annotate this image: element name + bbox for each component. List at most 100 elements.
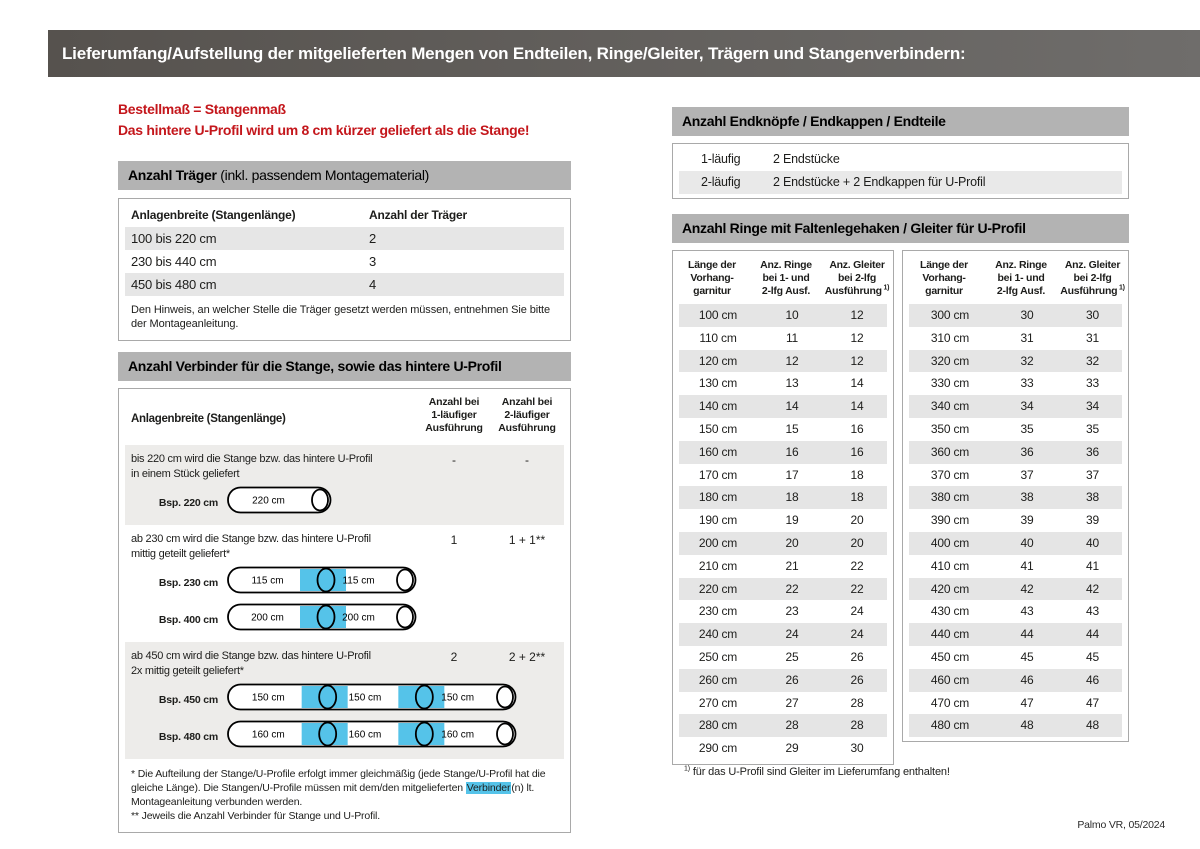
column-header: Anzahl bei 1-läufiger Ausführung bbox=[409, 396, 499, 435]
cell-laenge: 240 cm bbox=[698, 627, 738, 642]
section-title-rest: (inkl. passendem Montagematerial) bbox=[216, 167, 430, 183]
cell-anz-gleiter: 16 bbox=[850, 421, 864, 436]
cell-laenge: 290 cm bbox=[698, 741, 738, 756]
example-rod: Bsp. 450 cm 150 cm 150 cm 150 cm bbox=[131, 683, 558, 716]
table-row: 480 cm 48 48 bbox=[909, 714, 1122, 738]
footnote-marker: 1) bbox=[881, 284, 890, 292]
column-header-line: Länge der bbox=[688, 259, 736, 271]
column-header: Anz. Ringe bei 1- und 2-lfg Ausf. bbox=[985, 259, 1057, 298]
cell-laenge: 420 cm bbox=[930, 581, 970, 596]
connector-highlight bbox=[300, 569, 346, 591]
cell-laufig: 1-läufig bbox=[701, 152, 741, 166]
footnote-text: (n) lt. Montageanleitung verbunden werde… bbox=[131, 782, 535, 808]
cell-anz-gleiter: 48 bbox=[1086, 718, 1099, 733]
cell-anz-ringe: 44 bbox=[1020, 627, 1034, 642]
page-title: Lieferumfang/Aufstellung der mitgeliefer… bbox=[62, 44, 966, 63]
column-header-line: bei 2-lfg bbox=[837, 272, 876, 284]
cell-anzahl-traeger: 4 bbox=[369, 277, 377, 292]
column-header-line: Anz. Ringe bbox=[760, 259, 812, 271]
table-row: 190 cm 19 20 bbox=[679, 509, 887, 532]
cell-anz-gleiter: 26 bbox=[850, 649, 864, 664]
cell-laenge: 350 cm bbox=[930, 421, 970, 436]
cell-laenge: 370 cm bbox=[930, 467, 970, 482]
rod-diagram: 160 cm 160 cm 160 cm bbox=[227, 720, 517, 748]
row-text-line: ab 230 cm wird die Stange bzw. das hinte… bbox=[131, 533, 371, 545]
cell-laufig: 2-läufig bbox=[701, 175, 741, 189]
cell-anz-gleiter: 35 bbox=[1086, 421, 1099, 436]
cell-anlagenbreite: 450 bis 480 cm bbox=[131, 277, 217, 292]
section-header-endteile: Anzahl Endknöpfe / Endkappen / Endteile bbox=[672, 107, 1129, 136]
svg-text:160 cm: 160 cm bbox=[349, 730, 382, 741]
cell-anz-ringe: 10 bbox=[785, 308, 799, 322]
footnote-text: * Die Aufteilung der Stange/U-Profile er… bbox=[131, 768, 546, 794]
section-title-bold: Anzahl Ringe mit Faltenlegehaken / Gleit… bbox=[682, 220, 1026, 236]
section-title-bold: Anzahl Träger bbox=[128, 167, 217, 183]
cell-laenge: 390 cm bbox=[930, 513, 970, 528]
rod-diagram: 200 cm 200 cm bbox=[227, 603, 417, 631]
connector-highlight bbox=[398, 723, 445, 745]
table-row: 450 cm 45 45 bbox=[909, 646, 1122, 669]
cell-laenge: 260 cm bbox=[698, 672, 738, 687]
cell-anz-ringe: 12 bbox=[785, 353, 799, 368]
table-row: 260 cm 26 26 bbox=[679, 668, 887, 692]
cell-anlagenbreite: 230 bis 440 cm bbox=[131, 254, 217, 269]
column-header-line: Anzahl bei bbox=[501, 396, 553, 408]
column-header: Anlagenbreite (Stangenlänge) bbox=[131, 413, 286, 425]
cell-laenge: 110 cm bbox=[699, 330, 737, 345]
cell-laenge: 320 cm bbox=[930, 353, 970, 368]
column-header: Länge der Vorhang-garnitur bbox=[903, 259, 985, 298]
table-row: 130 cm 13 14 bbox=[679, 372, 887, 395]
cell-anz-ringe: 32 bbox=[1020, 353, 1034, 368]
cell-anzahl-2laufig: 1 + 1** bbox=[508, 533, 546, 547]
cell-laenge: 190 cm bbox=[698, 513, 738, 528]
cell-laenge: 450 cm bbox=[930, 649, 970, 664]
table-row: 370 cm 37 37 bbox=[909, 464, 1122, 487]
cell-anz-gleiter: 18 bbox=[850, 490, 864, 505]
cell-anzahl-2laufig: 2 + 2** bbox=[508, 650, 546, 664]
cell-anz-gleiter: 30 bbox=[850, 741, 864, 756]
ringe-table-header: Länge der Vorhang-garnitur Anz. Ringe bei 1… bbox=[673, 251, 893, 304]
section-title-bold: Anzahl Verbinder für die Stange, sowie d… bbox=[128, 358, 502, 374]
rod-svg-holder: 115 cm 115 cm bbox=[227, 566, 417, 599]
column-header: Anzahl bei 2-läufiger Ausführung bbox=[482, 396, 572, 435]
cell-anz-gleiter: 45 bbox=[1086, 649, 1099, 664]
rod-svg-holder: 160 cm 160 cm 160 cm bbox=[227, 720, 517, 753]
cell-anz-ringe: 20 bbox=[785, 535, 799, 550]
footnote-text: ** Jeweils die Anzahl Verbinder für Stan… bbox=[131, 810, 380, 822]
table-row: ab 230 cm wird die Stange bzw. das hinte… bbox=[125, 525, 564, 642]
table-row: 340 cm 34 34 bbox=[909, 395, 1122, 418]
ringe-footnote: 1) für das U-Profil sind Gleiter im Lief… bbox=[684, 765, 950, 778]
cell-anz-gleiter: 32 bbox=[1086, 353, 1099, 368]
cell-anz-ringe: 16 bbox=[785, 444, 799, 459]
row-text-line: in einem Stück geliefert bbox=[131, 468, 240, 480]
example-rod: Bsp. 220 cm 220 cm bbox=[131, 486, 558, 519]
cell-anz-ringe: 21 bbox=[785, 558, 799, 573]
cell-anz-gleiter: 41 bbox=[1086, 558, 1099, 573]
section-header-ringe: Anzahl Ringe mit Faltenlegehaken / Gleit… bbox=[672, 214, 1129, 243]
cell-anz-ringe: 47 bbox=[1020, 695, 1034, 710]
table-row: 430 cm 43 43 bbox=[909, 600, 1122, 623]
cell-laenge: 430 cm bbox=[930, 604, 970, 619]
table-row: 310 cm 31 31 bbox=[909, 327, 1122, 350]
intro-line1: Bestellmaß = Stangenmaß bbox=[118, 101, 286, 117]
rod-end-cap bbox=[396, 568, 414, 592]
cell-laenge: 460 cm bbox=[930, 672, 970, 687]
svg-text:220 cm: 220 cm bbox=[252, 496, 285, 507]
cell-anz-ringe: 30 bbox=[1020, 308, 1034, 322]
cell-anz-ringe: 31 bbox=[1020, 330, 1034, 345]
cell-anlagenbreite: 100 bis 220 cm bbox=[131, 231, 217, 246]
cell-laenge: 230 cm bbox=[698, 604, 738, 619]
column-header-line: Anz. Gleiter bbox=[829, 259, 885, 271]
column-header-line: Vorhang- bbox=[922, 272, 966, 284]
cell-anz-gleiter: 46 bbox=[1086, 672, 1099, 687]
footnote-marker: 1) bbox=[1117, 284, 1125, 292]
rod-end-cap bbox=[396, 605, 414, 629]
connector-highlight bbox=[398, 686, 445, 708]
table-row: 350 cm 35 35 bbox=[909, 418, 1122, 441]
section-header-verbinder: Anzahl Verbinder für die Stange, sowie d… bbox=[118, 352, 571, 381]
cell-anz-ringe: 46 bbox=[1020, 672, 1034, 687]
cell-anz-gleiter: 47 bbox=[1086, 695, 1099, 710]
connector-highlight bbox=[301, 723, 348, 745]
cell-laenge: 330 cm bbox=[930, 376, 970, 391]
svg-text:160 cm: 160 cm bbox=[441, 730, 474, 741]
